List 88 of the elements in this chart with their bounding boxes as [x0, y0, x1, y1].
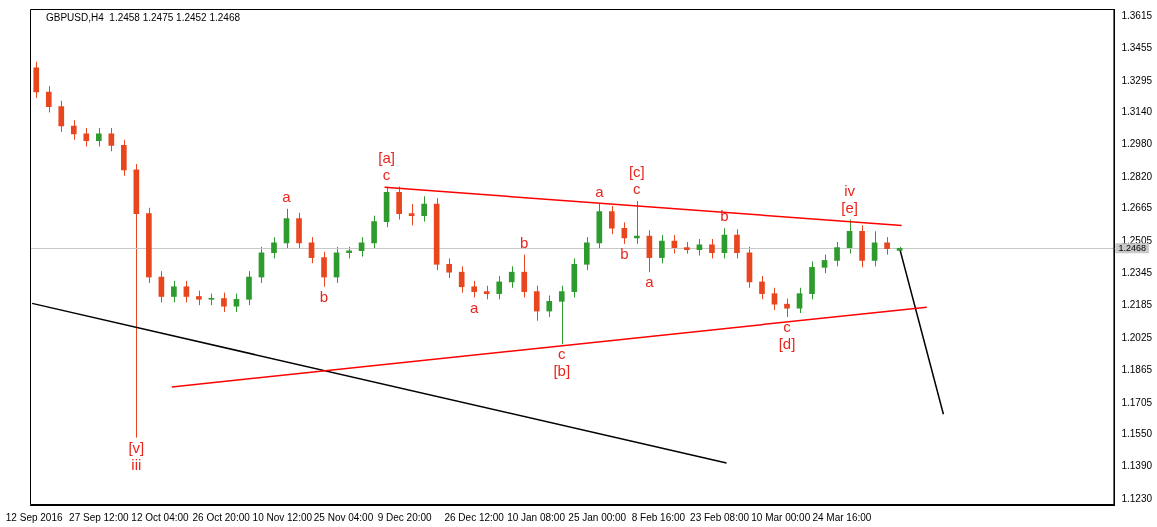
- candlestick: [558, 285, 565, 345]
- x-tick-label: 25 Nov 04:00: [313, 511, 374, 523]
- candlestick: [709, 238, 715, 259]
- candlestick: [446, 257, 452, 279]
- y-tick-label: 1.1550: [1121, 427, 1153, 439]
- ref-line-label: 1.2468: [1118, 242, 1146, 253]
- candlestick: [533, 285, 540, 322]
- candlestick: [871, 230, 878, 267]
- candlestick: [821, 254, 828, 274]
- annotation: a: [282, 187, 292, 205]
- candlestick: [784, 298, 790, 318]
- candlestick: [246, 270, 252, 306]
- x-tick-label: 10 Mar 00:00: [751, 511, 811, 523]
- annotation: iii: [131, 455, 142, 473]
- y-tick-label: 1.1865: [1121, 364, 1153, 376]
- y-tick-label: 1.2185: [1121, 299, 1153, 311]
- candlestick: [609, 205, 615, 235]
- candlestick: [183, 280, 190, 303]
- x-tick-label: 24 Mar 16:00: [812, 511, 872, 523]
- candlestick: [796, 287, 803, 314]
- candlestick: [45, 85, 52, 113]
- candlestick: [834, 241, 840, 267]
- x-tick-label: 8 Feb 16:00: [631, 511, 686, 523]
- candlestick: [95, 127, 102, 147]
- candlestick: [521, 254, 528, 298]
- y-tick-label: 1.1230: [1121, 492, 1153, 504]
- annotation: [v]: [128, 438, 145, 456]
- annotation: [c]: [628, 163, 645, 181]
- annotation: c: [558, 345, 567, 363]
- y-tick-label: 1.3455: [1121, 42, 1153, 54]
- candlestick: [759, 275, 765, 300]
- candlestick: [771, 287, 778, 311]
- x-tick-label: 10 Jan 08:00: [507, 511, 566, 523]
- y-tick-label: 1.2820: [1121, 170, 1153, 182]
- candlestick: [546, 294, 553, 318]
- x-tick-label: 26 Oct 20:00: [192, 511, 251, 523]
- annotation: a: [645, 273, 655, 291]
- annotation: [e]: [841, 198, 858, 216]
- y-tick-label: 1.1390: [1121, 460, 1153, 472]
- candlestick: [421, 195, 427, 223]
- candlestick: [371, 215, 377, 250]
- chart-title: GBPUSD,H4 1.2458 1.2475 1.2452 1.2468: [46, 11, 241, 23]
- candlestick: [396, 186, 402, 221]
- candlestick: [83, 127, 90, 147]
- candlestick: [271, 236, 277, 259]
- annotation: a: [595, 183, 605, 201]
- candlestick: [171, 280, 177, 303]
- annotation: b: [620, 244, 629, 262]
- y-tick-label: 1.2980: [1121, 138, 1153, 150]
- x-tick-label: 12 Oct 04:00: [131, 511, 190, 523]
- annotation: [b]: [553, 362, 571, 380]
- candlestick: [734, 228, 740, 259]
- candlestick: [583, 236, 590, 271]
- y-tick-label: 1.2665: [1121, 202, 1153, 214]
- annotation: b: [520, 233, 529, 251]
- candlestick: [496, 275, 503, 300]
- candlestick: [321, 251, 327, 288]
- x-tick-label: 10 Nov 12:00: [252, 511, 313, 523]
- x-tick-label: 27 Sep 12:00: [69, 511, 129, 523]
- annotation: b: [319, 287, 329, 305]
- y-tick-label: 1.3295: [1121, 74, 1153, 86]
- candlestick: [70, 119, 77, 141]
- candlestick: [408, 203, 415, 226]
- y-tick-label: 1.2345: [1121, 266, 1153, 278]
- y-tick-label: 1.1705: [1121, 396, 1153, 408]
- annotation: c: [382, 165, 391, 183]
- candlestick: [308, 236, 315, 264]
- y-tick-label: 1.3140: [1121, 106, 1153, 117]
- candlestick: [358, 236, 365, 258]
- candlestick: [221, 292, 227, 313]
- annotation: iv: [844, 181, 856, 199]
- x-tick-label: 9 Dec 20:00: [377, 511, 433, 523]
- candlestick: [58, 100, 65, 133]
- candlestick: [233, 293, 240, 313]
- annotation: c: [633, 180, 642, 198]
- annotation: c: [783, 318, 792, 336]
- x-tick-label: 23 Feb 08:00: [690, 511, 750, 523]
- candlestick: [659, 234, 665, 264]
- annotation: a: [470, 298, 480, 316]
- candlestick: [508, 265, 515, 289]
- annotation: [a]: [378, 148, 395, 166]
- x-tick-label: 12 Sep 2016: [5, 511, 63, 523]
- annotation: [d]: [778, 335, 796, 353]
- x-tick-label: 26 Dec 12:00: [444, 511, 505, 523]
- y-tick-label: 1.2025: [1121, 331, 1153, 343]
- candlestick: [458, 265, 465, 294]
- x-tick-label: 25 Jan 00:00: [568, 511, 627, 523]
- y-tick-label: 1.3615: [1121, 9, 1153, 21]
